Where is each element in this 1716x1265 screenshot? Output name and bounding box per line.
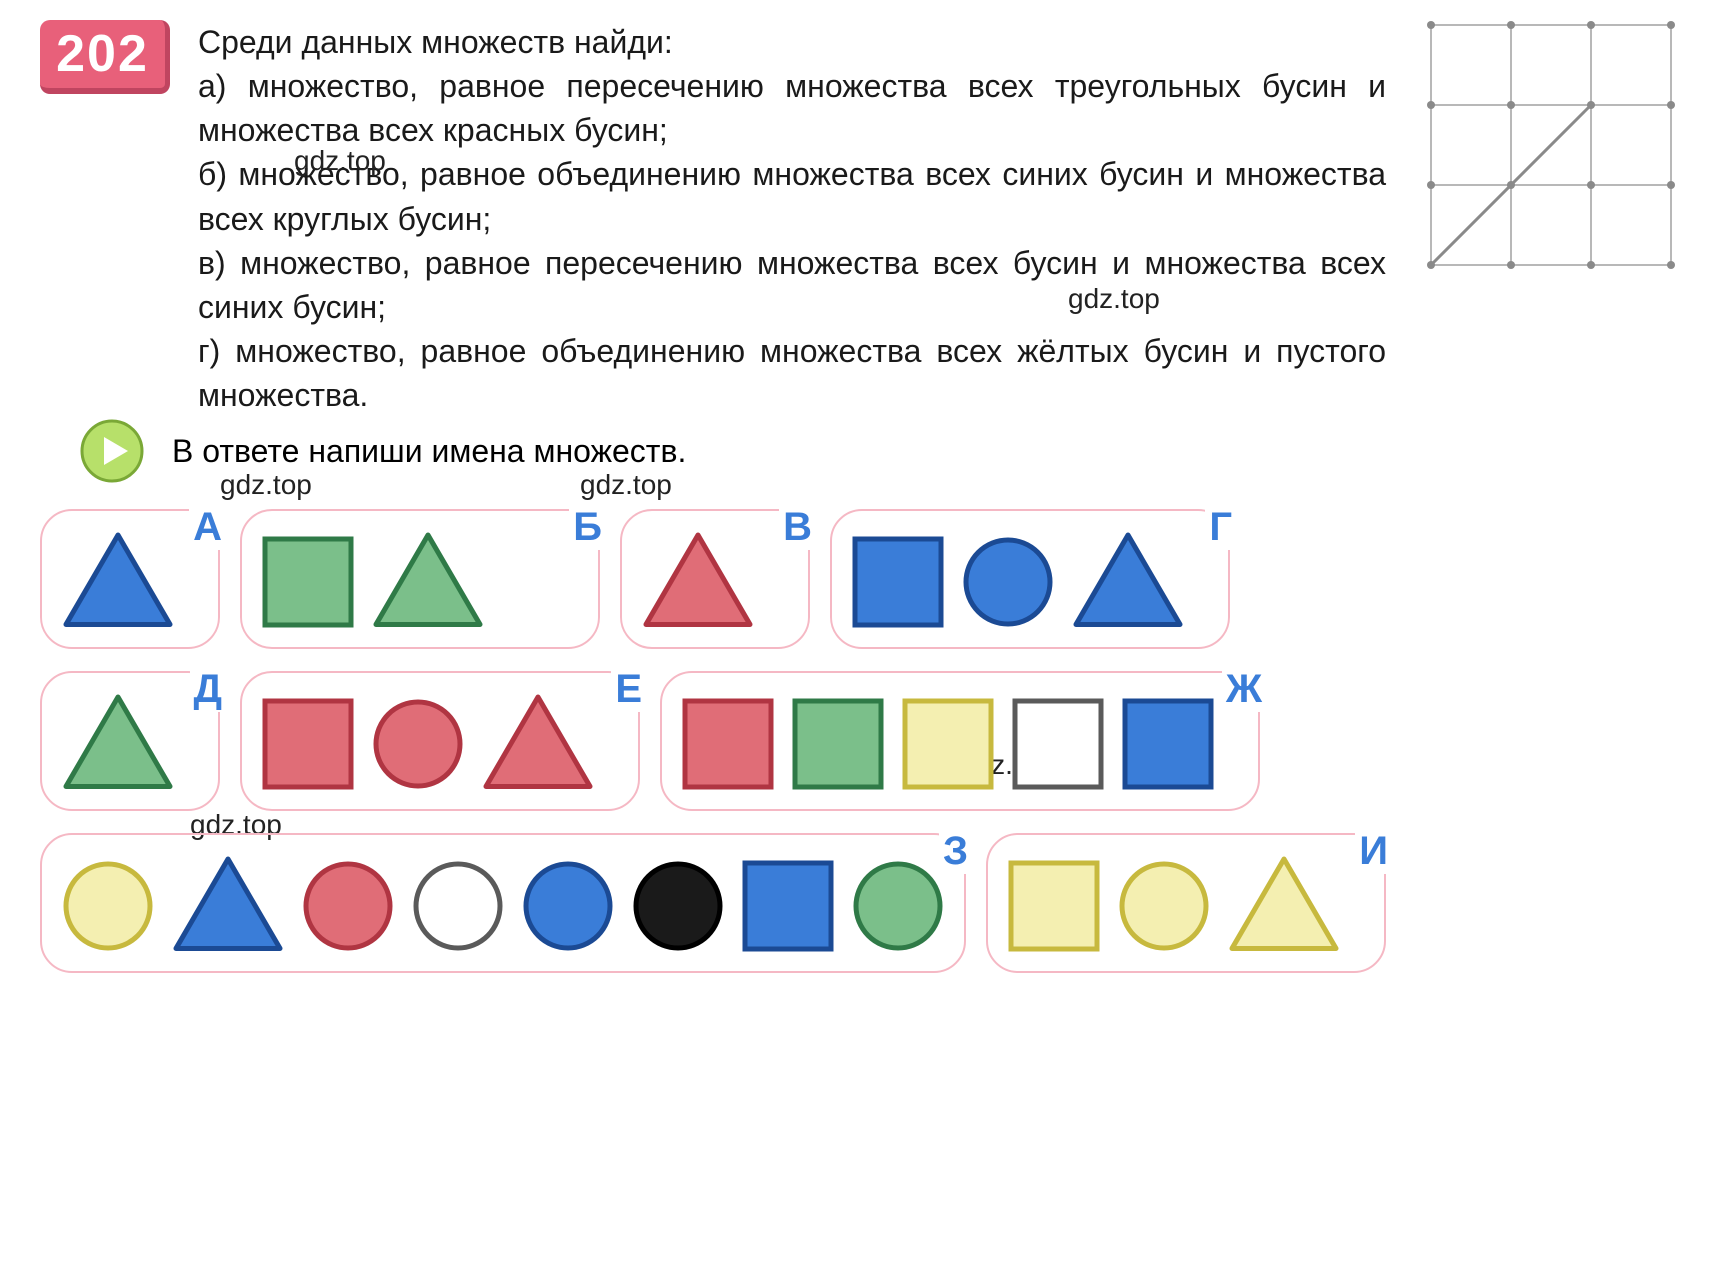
item-d: г) множество, равное объединению множест… — [198, 329, 1386, 417]
blue-square-icon — [1122, 698, 1214, 795]
yellow-square-icon — [902, 698, 994, 795]
item-c: в) множество, равное пересечению множест… — [198, 241, 1386, 329]
set-box-И: И — [986, 833, 1386, 973]
black-circle-icon — [632, 860, 724, 957]
set-box-Д: Д — [40, 671, 220, 811]
play-icon — [80, 419, 144, 483]
red-square-icon — [262, 698, 354, 795]
task-text: Среди данных множеств найди: а) множеств… — [198, 20, 1386, 417]
green-square-icon — [792, 698, 884, 795]
red-square-icon — [682, 698, 774, 795]
blue-triangle-icon — [62, 531, 174, 633]
set-label: А — [189, 505, 226, 550]
green-circle-icon — [852, 860, 944, 957]
yellow-circle-icon — [1118, 860, 1210, 957]
set-box-Г: Г — [830, 509, 1230, 649]
yellow-circle-icon — [62, 860, 154, 957]
set-label: И — [1355, 829, 1392, 874]
green-square-icon — [262, 536, 354, 633]
yellow-square-icon — [1008, 860, 1100, 957]
task-number-badge: 202 — [40, 20, 170, 94]
set-label: З — [939, 829, 972, 874]
sets-row: ЗИ — [40, 833, 1676, 973]
set-box-В: В — [620, 509, 810, 649]
white-circle-icon — [412, 860, 504, 957]
sets-row: ДЕЖ — [40, 671, 1676, 811]
set-label: В — [779, 505, 816, 550]
sets-row: АБВГ — [40, 509, 1676, 649]
set-box-Б: Б — [240, 509, 600, 649]
item-b: б) множество, равное объединению множест… — [198, 152, 1386, 240]
yellow-triangle-icon — [1228, 855, 1340, 957]
sets-area: gdz.top gdz.top gdz.top gdz.top АБВГДЕЖЗ… — [40, 509, 1676, 973]
blue-circle-icon — [962, 536, 1054, 633]
set-label: Е — [611, 667, 646, 712]
grid-decor — [1426, 20, 1676, 275]
set-box-Е: Е — [240, 671, 640, 811]
red-circle-icon — [372, 698, 464, 795]
white-square-icon — [1012, 698, 1104, 795]
red-triangle-icon — [642, 531, 754, 633]
instruction-line: В ответе напиши имена множеств. — [172, 433, 686, 470]
red-triangle-icon — [482, 693, 594, 795]
blue-triangle-icon — [172, 855, 284, 957]
set-box-А: А — [40, 509, 220, 649]
green-triangle-icon — [372, 531, 484, 633]
set-label: Ж — [1222, 667, 1266, 712]
blue-square-icon — [742, 860, 834, 957]
item-a: а) множество, равное пересечению множест… — [198, 64, 1386, 152]
set-label: Б — [569, 505, 606, 550]
green-triangle-icon — [62, 693, 174, 795]
set-box-З: З — [40, 833, 966, 973]
set-label: Д — [190, 667, 227, 712]
red-circle-icon — [302, 860, 394, 957]
intro-line: Среди данных множеств найди: — [198, 20, 1386, 64]
set-box-Ж: Ж — [660, 671, 1260, 811]
blue-triangle-icon — [1072, 531, 1184, 633]
set-label: Г — [1205, 505, 1236, 550]
blue-circle-icon — [522, 860, 614, 957]
blue-square-icon — [852, 536, 944, 633]
